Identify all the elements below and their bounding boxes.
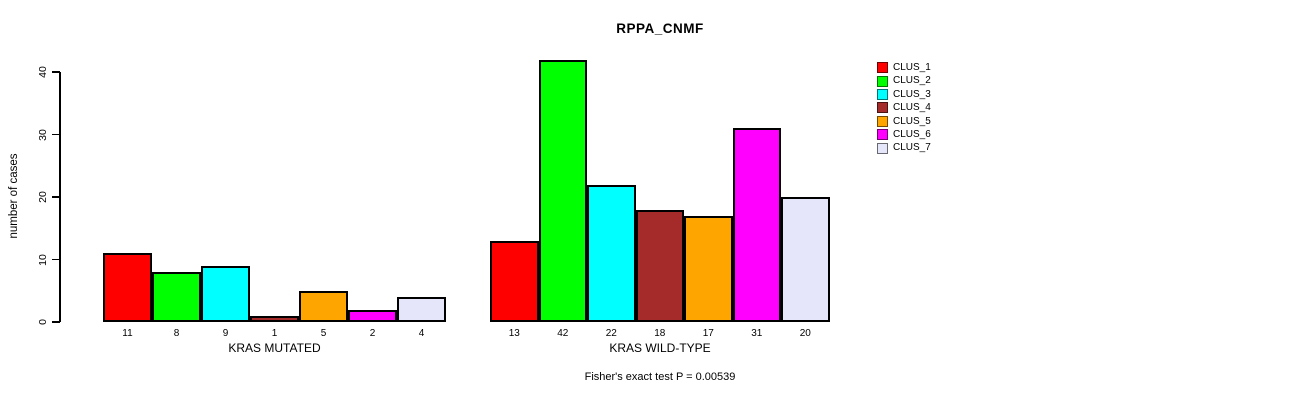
y-tick-label-0: 0: [37, 319, 49, 325]
bar-clus_3-group1: [201, 265, 250, 322]
legend-label: CLUS_1: [893, 62, 931, 73]
legend-item-clus_7: CLUS_7: [877, 141, 931, 154]
legend-label: CLUS_2: [893, 75, 931, 87]
bar-clus_7-group1: [397, 297, 446, 322]
y-tick-label-30: 30: [37, 128, 49, 141]
y-tick-label-40: 40: [37, 66, 49, 78]
bar-clus_4-group2: [635, 209, 684, 322]
bar-value-label: 9: [222, 328, 229, 339]
bar-clus_7-group2: [781, 197, 830, 322]
bar-value-label: 13: [508, 328, 520, 339]
bar-value-label: 42: [557, 328, 569, 339]
bar-value-label: 2: [369, 328, 376, 339]
bar-value-label: 18: [654, 328, 666, 339]
bar-value-label: 17: [702, 328, 714, 339]
legend-item-clus_1: CLUS_1: [877, 61, 931, 74]
legend-swatch-icon: [877, 102, 888, 114]
bar-clus_2-group2: [538, 59, 587, 322]
bar-clus_6-group1: [348, 309, 397, 322]
bar-clus_6-group2: [732, 128, 781, 322]
bar-value-label: 22: [605, 328, 617, 339]
y-tick-40: [52, 71, 60, 73]
bar-clus_2-group1: [152, 272, 201, 322]
legend-label: CLUS_7: [893, 142, 931, 154]
y-tick-label-20: 20: [37, 191, 49, 203]
legend-swatch-icon: [877, 142, 888, 154]
bar-value-label: 11: [122, 328, 133, 339]
y-tick-0: [52, 321, 60, 323]
legend-label: CLUS_3: [893, 88, 931, 100]
y-tick-10: [52, 258, 60, 261]
legend-item-clus_3: CLUS_3: [877, 88, 931, 101]
bar-value-label: 8: [173, 328, 180, 339]
legend-item-clus_5: CLUS_5: [877, 115, 931, 128]
legend-swatch-icon: [877, 62, 888, 74]
bar-value-label: 20: [799, 328, 811, 339]
bar-value-label: 5: [320, 328, 327, 339]
bar-clus_5-group2: [684, 215, 733, 322]
bar-clus_5-group1: [299, 290, 348, 322]
legend-swatch-icon: [877, 129, 888, 141]
legend: CLUS_1 CLUS_2 CLUS_3 CLUS_4 CLUS_5 CLUS_6 CLUS…: [877, 61, 931, 155]
fishers-test-note: Fisher's exact test P = 0.00539: [584, 371, 736, 383]
legend-swatch-icon: [877, 75, 888, 87]
legend-label: CLUS_5: [893, 115, 931, 127]
bar-clus_1-group2: [490, 240, 539, 322]
bar-value-label: 1: [271, 328, 278, 339]
y-tick-label-10: 10: [37, 253, 49, 266]
legend-swatch-icon: [877, 115, 888, 127]
x-group-label-kras-mutated: KRAS MUTATED: [228, 341, 321, 355]
y-tick-20: [52, 196, 60, 198]
legend-label: CLUS_4: [893, 102, 931, 114]
legend-item-clus_4: CLUS_4: [877, 101, 931, 114]
legend-item-clus_2: CLUS_2: [877, 74, 931, 87]
legend-label: CLUS_6: [893, 128, 931, 140]
bar-value-label: 4: [418, 328, 425, 339]
y-axis-title: number of cases: [8, 153, 20, 239]
bar-clus_1-group1: [103, 253, 152, 322]
x-group-label-kras-wild-type: KRAS WILD-TYPE: [609, 341, 711, 355]
legend-swatch-icon: [877, 88, 888, 100]
legend-item-clus_6: CLUS_6: [877, 128, 931, 141]
chart-title: RPPA_CNMF: [616, 21, 704, 36]
y-tick-30: [52, 133, 60, 136]
bar-value-label: 31: [751, 328, 763, 339]
bar-clus_3-group2: [587, 184, 636, 322]
bar-clus_4-group1: [250, 315, 299, 322]
